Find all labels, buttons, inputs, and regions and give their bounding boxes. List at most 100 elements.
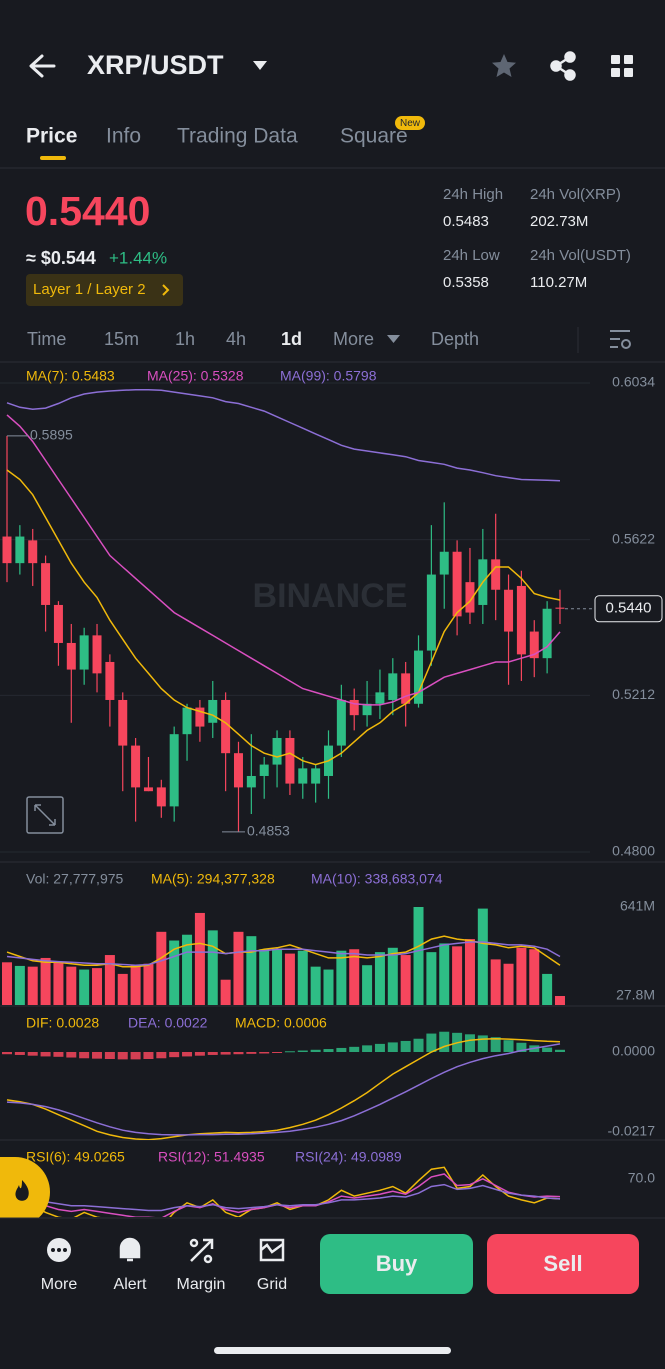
stat-label: 24h Vol(USDT) bbox=[530, 247, 631, 264]
favorite-icon[interactable] bbox=[492, 54, 516, 77]
buy-button[interactable] bbox=[320, 1234, 473, 1294]
nav-label[interactable]: Grid bbox=[257, 1276, 287, 1293]
tag[interactable]: Layer 1 / Layer 2 bbox=[33, 281, 146, 298]
macd-bar bbox=[554, 1049, 565, 1052]
volume-bar bbox=[439, 943, 450, 1005]
tab-info[interactable]: Info bbox=[106, 125, 141, 148]
macd-bar bbox=[66, 1052, 77, 1058]
y-tick-label: 0.4800 bbox=[612, 843, 655, 859]
stat-value: 110.27M bbox=[530, 274, 587, 291]
pair-dropdown[interactable] bbox=[253, 61, 267, 70]
candle-body bbox=[66, 642, 76, 670]
buy-label[interactable]: Buy bbox=[376, 1251, 418, 1276]
volume-bar bbox=[207, 930, 218, 1005]
tab-square[interactable]: Square bbox=[340, 125, 408, 148]
tag-bg[interactable] bbox=[26, 274, 183, 306]
macd-bar bbox=[79, 1052, 90, 1059]
min-label: 0.4853 bbox=[247, 823, 290, 839]
volume-bar bbox=[284, 953, 295, 1005]
interval[interactable]: 4h bbox=[226, 329, 246, 349]
nav-label[interactable]: Margin bbox=[177, 1276, 226, 1293]
depth-tab[interactable]: Depth bbox=[431, 329, 479, 349]
volume-bar bbox=[156, 931, 167, 1005]
legend-item: MA(99): 0.5798 bbox=[280, 368, 377, 384]
line-series bbox=[6, 1043, 561, 1136]
share-icon[interactable] bbox=[550, 51, 576, 81]
interval[interactable]: 15m bbox=[104, 329, 139, 349]
macd-bar bbox=[400, 1040, 411, 1052]
macd-bar bbox=[387, 1042, 398, 1052]
volume-bar bbox=[387, 947, 398, 1005]
volume-bar bbox=[92, 968, 103, 1005]
macd-bar bbox=[323, 1049, 334, 1052]
interval[interactable]: Time bbox=[27, 329, 66, 349]
macd-bar bbox=[207, 1052, 218, 1055]
candle-body bbox=[555, 607, 565, 609]
last-price-tag: 0.5440 bbox=[606, 600, 652, 617]
line-series bbox=[6, 935, 561, 968]
stat-label: 24h High bbox=[443, 186, 503, 203]
price-plot bbox=[2, 389, 565, 832]
candle-body bbox=[195, 707, 205, 727]
volume-bar bbox=[104, 955, 115, 1005]
macd-bar bbox=[92, 1052, 103, 1059]
more-icon[interactable] bbox=[47, 1238, 71, 1262]
candle-body bbox=[2, 536, 12, 564]
expand-icon[interactable] bbox=[26, 796, 64, 834]
volume-bar bbox=[27, 966, 38, 1005]
volume-bar bbox=[246, 936, 257, 1005]
candle-body bbox=[15, 536, 25, 564]
candle-body bbox=[311, 768, 321, 784]
candle-body bbox=[388, 673, 398, 700]
macd-bar bbox=[104, 1052, 115, 1060]
volume-bar bbox=[272, 949, 283, 1005]
volume-bar bbox=[40, 957, 51, 1005]
back-icon[interactable] bbox=[29, 54, 56, 78]
tab-price[interactable]: Price bbox=[26, 125, 77, 148]
macd-bar bbox=[464, 1034, 475, 1052]
candle-body bbox=[41, 563, 51, 605]
macd-plot bbox=[2, 1031, 565, 1140]
legend-item: MA(7): 0.5483 bbox=[26, 368, 115, 384]
volume-bar bbox=[194, 912, 205, 1005]
nav-label[interactable]: More bbox=[41, 1276, 78, 1293]
volume-bar bbox=[464, 939, 475, 1005]
tag-chevron bbox=[162, 284, 170, 296]
interval-active[interactable]: 1d bbox=[281, 329, 302, 349]
grid-icon[interactable] bbox=[611, 55, 633, 77]
volume-bar bbox=[79, 969, 90, 1005]
macd-bar bbox=[272, 1052, 283, 1053]
sell-label[interactable]: Sell bbox=[543, 1251, 582, 1276]
legend-item: RSI(24): 49.0989 bbox=[295, 1149, 402, 1165]
interval[interactable]: 1h bbox=[175, 329, 195, 349]
volume-bar bbox=[554, 996, 565, 1005]
candle-body bbox=[143, 787, 153, 792]
candle-body bbox=[426, 574, 436, 651]
candle-body bbox=[272, 737, 282, 765]
candle-body bbox=[362, 703, 372, 716]
pair-title[interactable]: XRP/USDT bbox=[87, 50, 224, 80]
charts: 0.6034 0.5622 0.5212 0.4800 BINANCE 0.5895 0.4… bbox=[0, 368, 663, 1217]
macd-bar bbox=[14, 1052, 25, 1055]
margin-icon[interactable] bbox=[189, 1238, 214, 1264]
grid-bot-icon[interactable] bbox=[259, 1238, 285, 1262]
macd-bar bbox=[374, 1043, 385, 1052]
alert-icon[interactable] bbox=[119, 1237, 141, 1262]
candle-body bbox=[504, 589, 514, 632]
volume-bar bbox=[182, 934, 193, 1005]
candle-body bbox=[79, 635, 89, 670]
candle-body bbox=[285, 737, 295, 784]
macd-bar bbox=[117, 1052, 128, 1060]
nav-label[interactable]: Alert bbox=[114, 1276, 147, 1293]
line-series bbox=[6, 1037, 561, 1140]
macd-bar bbox=[336, 1047, 347, 1052]
interval-more[interactable]: More bbox=[333, 329, 374, 349]
stat-label: 24h Low bbox=[443, 247, 500, 264]
sell-button[interactable] bbox=[487, 1234, 639, 1294]
line-series bbox=[6, 469, 561, 766]
chart-settings-icon[interactable] bbox=[610, 330, 631, 349]
line-series bbox=[7, 1183, 561, 1212]
tab-trading-data[interactable]: Trading Data bbox=[177, 125, 298, 148]
